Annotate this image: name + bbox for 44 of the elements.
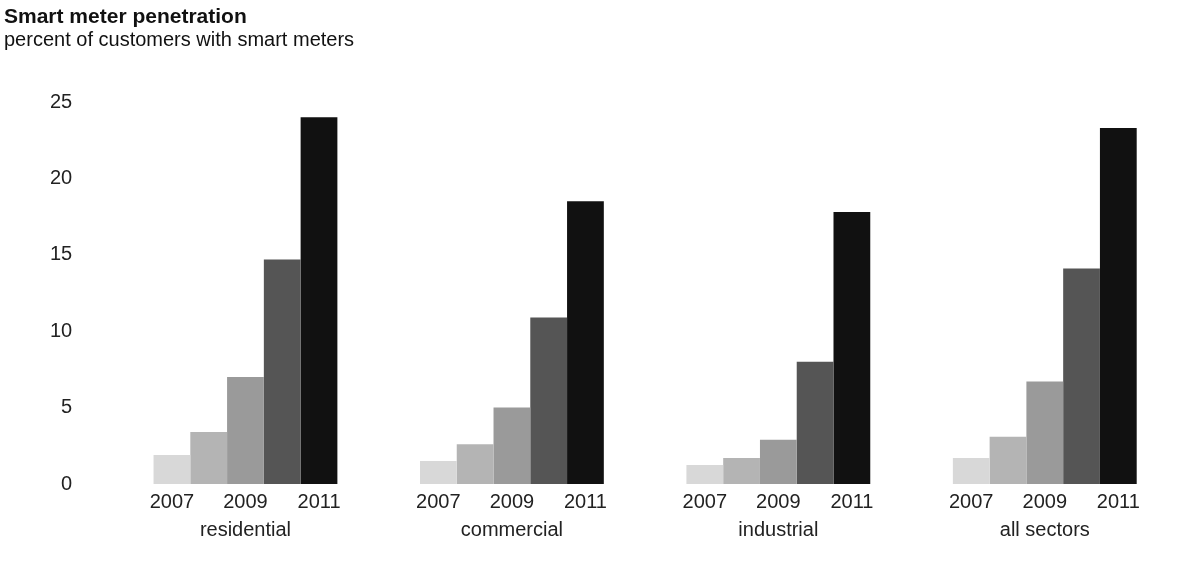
text: 2007: [416, 489, 461, 512]
text: 2009: [756, 489, 801, 512]
text: 2011: [1096, 489, 1140, 512]
text: 2009: [223, 489, 268, 512]
text: 2007: [948, 489, 994, 512]
bar: [456, 444, 494, 484]
text: 2011: [830, 489, 874, 512]
series-label: 2007: [149, 489, 195, 512]
text: 2011: [563, 489, 607, 512]
series-label: 2009: [1022, 489, 1068, 512]
y-tick-label: 5: [61, 395, 73, 418]
bar: [419, 461, 457, 484]
bar: [833, 212, 871, 484]
chart-title: Smart meter penetration: [4, 4, 247, 28]
bar: [1063, 268, 1100, 484]
bar: [530, 317, 568, 484]
bar: [759, 439, 797, 484]
x-tick-label: industrial: [738, 517, 819, 540]
text: 2009: [489, 489, 535, 512]
bar: [1026, 381, 1064, 484]
x-tick-label: residential: [199, 517, 292, 540]
text: 2007: [682, 489, 728, 512]
chart-subtitle: percent of customers with smart meters: [4, 28, 355, 51]
bar: [153, 454, 191, 484]
y-tick-label: 0: [61, 471, 73, 494]
y-tick-label: 20: [50, 165, 73, 188]
bar: [723, 458, 760, 484]
bar: [300, 117, 338, 484]
bar: [190, 432, 228, 484]
y-tick-label: 25: [50, 89, 73, 112]
x-tick-label: commercial: [460, 517, 564, 540]
bar: [989, 436, 1027, 484]
bar: [493, 407, 531, 484]
series-label: 2011: [297, 489, 341, 512]
y-tick-label: 15: [50, 242, 73, 265]
bar: [952, 458, 990, 484]
y-tick-label: 10: [50, 318, 73, 341]
bar: [1099, 127, 1137, 484]
x-tick-label: all sectors: [999, 517, 1090, 540]
bar: [227, 377, 264, 484]
bar: [796, 361, 834, 484]
bar: [686, 464, 724, 484]
bar: [567, 201, 604, 484]
bar: [263, 259, 301, 484]
